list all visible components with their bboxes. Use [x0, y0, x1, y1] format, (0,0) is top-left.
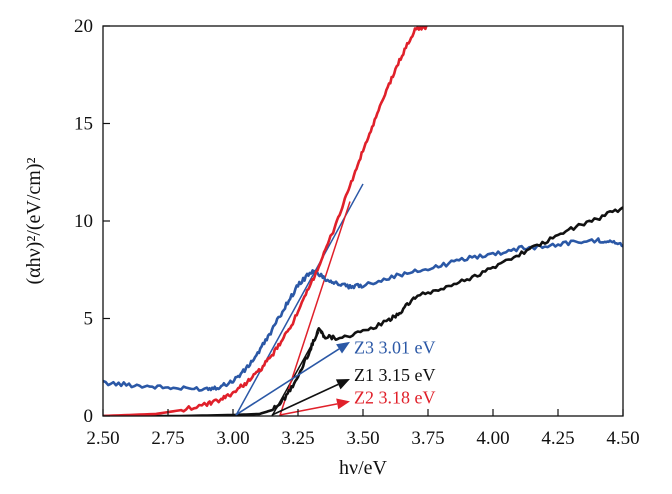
tangent-line-z3: [234, 183, 364, 416]
x-tick-label: 3.50: [346, 428, 379, 449]
x-tick-label: 2.75: [151, 428, 184, 449]
annotation-arrowhead-z2: [336, 398, 350, 410]
x-tick-label: 4.25: [541, 428, 574, 449]
annotation-label-z2: Z2 3.18 eV: [354, 387, 435, 407]
annotation-label-z3: Z3 3.01 eV: [354, 338, 435, 358]
annotation-label-z1: Z1 3.15 eV: [354, 365, 435, 385]
y-tick-label: 15: [74, 114, 93, 135]
series-line-z2: [103, 26, 428, 416]
x-tick-label: 2.50: [86, 428, 119, 449]
x-tick-label: 3.75: [411, 428, 444, 449]
annotation-arrowhead-z3: [336, 341, 350, 354]
y-tick-label: 0: [84, 406, 94, 427]
x-tick-label: 4.50: [606, 428, 639, 449]
x-tick-label: 3.25: [281, 428, 314, 449]
x-axis-title: hν/eV: [339, 457, 387, 479]
annotation-arrow-z1: [271, 383, 339, 416]
annotation-arrow-z2: [279, 403, 338, 416]
y-tick-label: 5: [84, 309, 94, 330]
annotation-arrowhead-z1: [335, 378, 350, 390]
x-tick-label: 3.00: [216, 428, 249, 449]
annotation-arrow-z3: [235, 348, 340, 416]
tangent-line-z2: [279, 201, 351, 416]
y-tick-label: 10: [74, 211, 93, 232]
y-tick-label: 20: [74, 16, 93, 37]
x-tick-label: 4.00: [476, 428, 509, 449]
y-axis-title: (αhν)²/(eV/cm)²: [23, 157, 45, 284]
series-line-z1: [103, 206, 623, 416]
